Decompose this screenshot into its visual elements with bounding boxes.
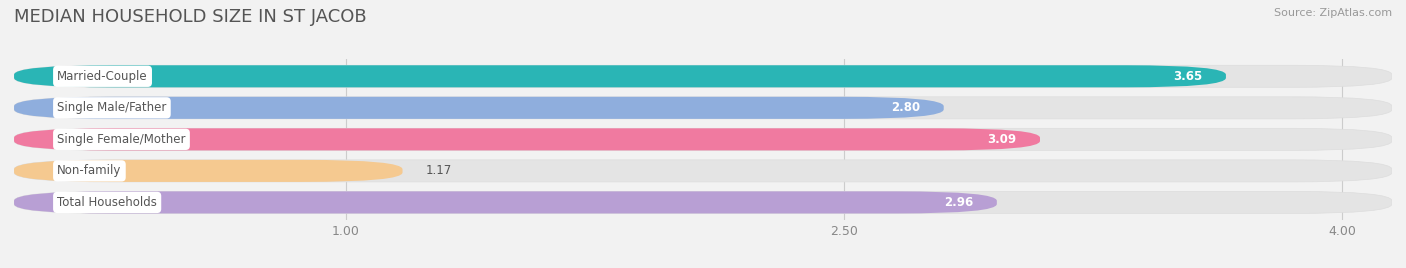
Text: 1.17: 1.17 (426, 164, 451, 177)
Text: 2.80: 2.80 (891, 101, 921, 114)
Text: MEDIAN HOUSEHOLD SIZE IN ST JACOB: MEDIAN HOUSEHOLD SIZE IN ST JACOB (14, 8, 367, 26)
Text: Single Female/Mother: Single Female/Mother (58, 133, 186, 146)
Text: 3.65: 3.65 (1174, 70, 1202, 83)
FancyBboxPatch shape (14, 191, 997, 213)
Text: Source: ZipAtlas.com: Source: ZipAtlas.com (1274, 8, 1392, 18)
FancyBboxPatch shape (14, 160, 402, 182)
Text: Single Male/Father: Single Male/Father (58, 101, 166, 114)
Text: Non-family: Non-family (58, 164, 121, 177)
Text: 3.09: 3.09 (987, 133, 1017, 146)
FancyBboxPatch shape (14, 128, 1040, 150)
Text: Total Households: Total Households (58, 196, 157, 209)
FancyBboxPatch shape (14, 97, 1392, 119)
Text: Married-Couple: Married-Couple (58, 70, 148, 83)
FancyBboxPatch shape (14, 97, 943, 119)
FancyBboxPatch shape (14, 65, 1392, 87)
FancyBboxPatch shape (14, 160, 1392, 182)
FancyBboxPatch shape (14, 65, 1226, 87)
FancyBboxPatch shape (14, 191, 1392, 213)
FancyBboxPatch shape (14, 128, 1392, 150)
Text: 2.96: 2.96 (945, 196, 973, 209)
